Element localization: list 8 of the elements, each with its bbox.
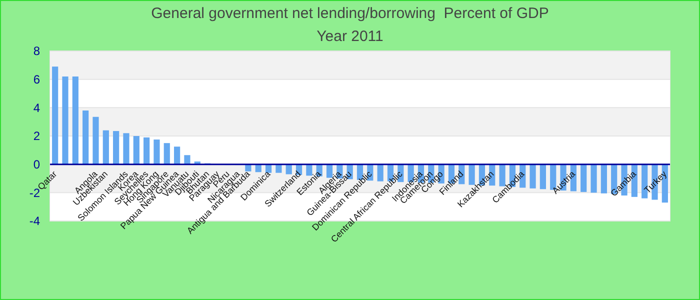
y-tick-label: 8: [33, 44, 40, 58]
y-tick-label: 6: [33, 72, 40, 87]
y-tick-label: 4: [33, 100, 40, 115]
y-tick-label: 0: [33, 158, 40, 172]
chart-subtitle: Year 2011: [316, 28, 384, 45]
y-tick-label: -4: [29, 214, 40, 228]
y-tick-label: 2: [33, 129, 40, 144]
chart-title: General government net lending/borrowing Percent of GDP: [151, 5, 549, 22]
